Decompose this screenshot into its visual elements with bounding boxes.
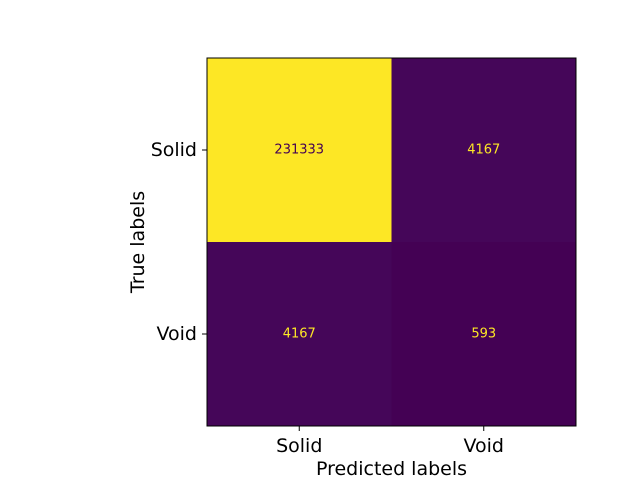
- plot-frame: [206, 57, 577, 427]
- x-tick-label: Void: [464, 435, 505, 457]
- cell-value-label: 4167: [467, 143, 500, 158]
- y-axis-label: True labels: [127, 191, 149, 294]
- cells-layer: [207, 58, 576, 426]
- heatmap-cell-solid-solid: [207, 58, 392, 242]
- x-tick-label: Solid: [276, 435, 322, 457]
- y-tick-label: Solid: [151, 139, 197, 161]
- ticks-layer: Solid Void Solid Void: [151, 139, 504, 457]
- x-axis-label: Predicted labels: [316, 458, 467, 480]
- heatmap-cell-void-solid: [207, 242, 392, 426]
- cell-value-label: 4167: [283, 327, 316, 342]
- y-tick-label: Void: [157, 323, 198, 345]
- heatmap-cell-void-void: [391, 242, 576, 426]
- heatmap-cell-solid-void: [391, 58, 576, 242]
- cell-labels-layer: 231333 4167 4167 593: [274, 143, 500, 342]
- cell-value-label: 593: [471, 327, 496, 342]
- cell-value-label: 231333: [274, 143, 324, 158]
